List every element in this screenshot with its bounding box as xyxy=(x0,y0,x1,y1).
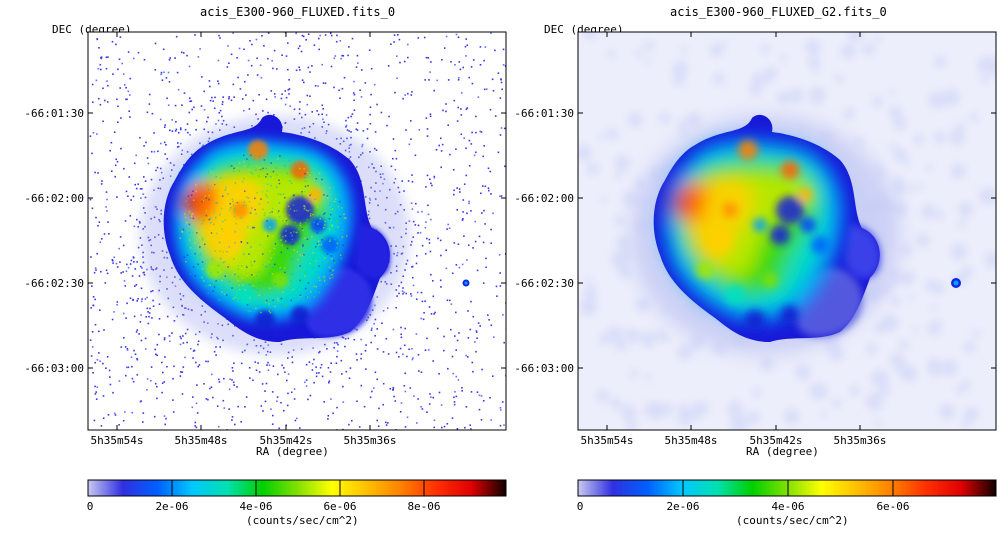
colorbar-tick-label: 8e-06 xyxy=(407,500,440,513)
y-tick-label: -66:02:00 xyxy=(514,192,574,205)
x-tick-label: 5h35m36s xyxy=(834,434,887,447)
colorbar xyxy=(577,479,997,497)
x-tick-label: 5h35m42s xyxy=(260,434,313,447)
y-tick-label: -66:02:30 xyxy=(24,277,84,290)
panel-title: acis_E300-960_FLUXED_G2.fits_0 xyxy=(670,5,887,19)
nebula-image xyxy=(88,32,506,430)
nebula-image xyxy=(578,32,996,430)
colorbar-tick-label: 2e-06 xyxy=(155,500,188,513)
x-tick-label: 5h35m48s xyxy=(175,434,228,447)
y-tick-label: -66:03:00 xyxy=(514,362,574,375)
colorbar-tick-label: 2e-06 xyxy=(666,500,699,513)
x-axis-label: RA (degree) xyxy=(746,445,819,458)
colorbar-tick-label: 4e-06 xyxy=(239,500,272,513)
colorbar-tick-label: 6e-06 xyxy=(323,500,356,513)
sky-image-raw[interactable]: -66:01:30 -66:02:00 -66:02:30 -66:03:00 5h35… xyxy=(0,0,507,549)
x-axis-label: RA (degree) xyxy=(256,445,329,458)
colorbar-tick-label: 4e-06 xyxy=(771,500,804,513)
x-tick-label: 5h35m48s xyxy=(665,434,718,447)
colorbar-tick-label: 6e-06 xyxy=(876,500,909,513)
x-tick-label: 5h35m54s xyxy=(91,434,144,447)
colorbar xyxy=(87,479,507,497)
image-panel-smoothed: acis_E300-960_FLUXED_G2.fits_0 DEC (degr… xyxy=(490,0,997,549)
colorbar-label: (counts/sec/cm^2) xyxy=(736,514,849,527)
colorbar-tick-label: 0 xyxy=(577,500,584,513)
image-panel-raw: acis_E300-960_FLUXED.fits_0 DEC (degree)… xyxy=(0,0,507,549)
x-tick-label: 5h35m42s xyxy=(750,434,803,447)
y-tick-label: -66:01:30 xyxy=(24,107,84,120)
y-tick-label: -66:03:00 xyxy=(24,362,84,375)
colorbar-label: (counts/sec/cm^2) xyxy=(246,514,359,527)
y-tick-label: -66:02:00 xyxy=(24,192,84,205)
y-tick-label: -66:01:30 xyxy=(514,107,574,120)
y-tick-label: -66:02:30 xyxy=(514,277,574,290)
panel-title: acis_E300-960_FLUXED.fits_0 xyxy=(200,5,396,19)
colorbar-tick-label: 0 xyxy=(87,500,94,513)
sky-image-smoothed[interactable]: -66:01:30 -66:02:00 -66:02:30 -66:03:00 5h35… xyxy=(490,0,997,549)
x-tick-label: 5h35m36s xyxy=(344,434,397,447)
x-tick-label: 5h35m54s xyxy=(581,434,634,447)
